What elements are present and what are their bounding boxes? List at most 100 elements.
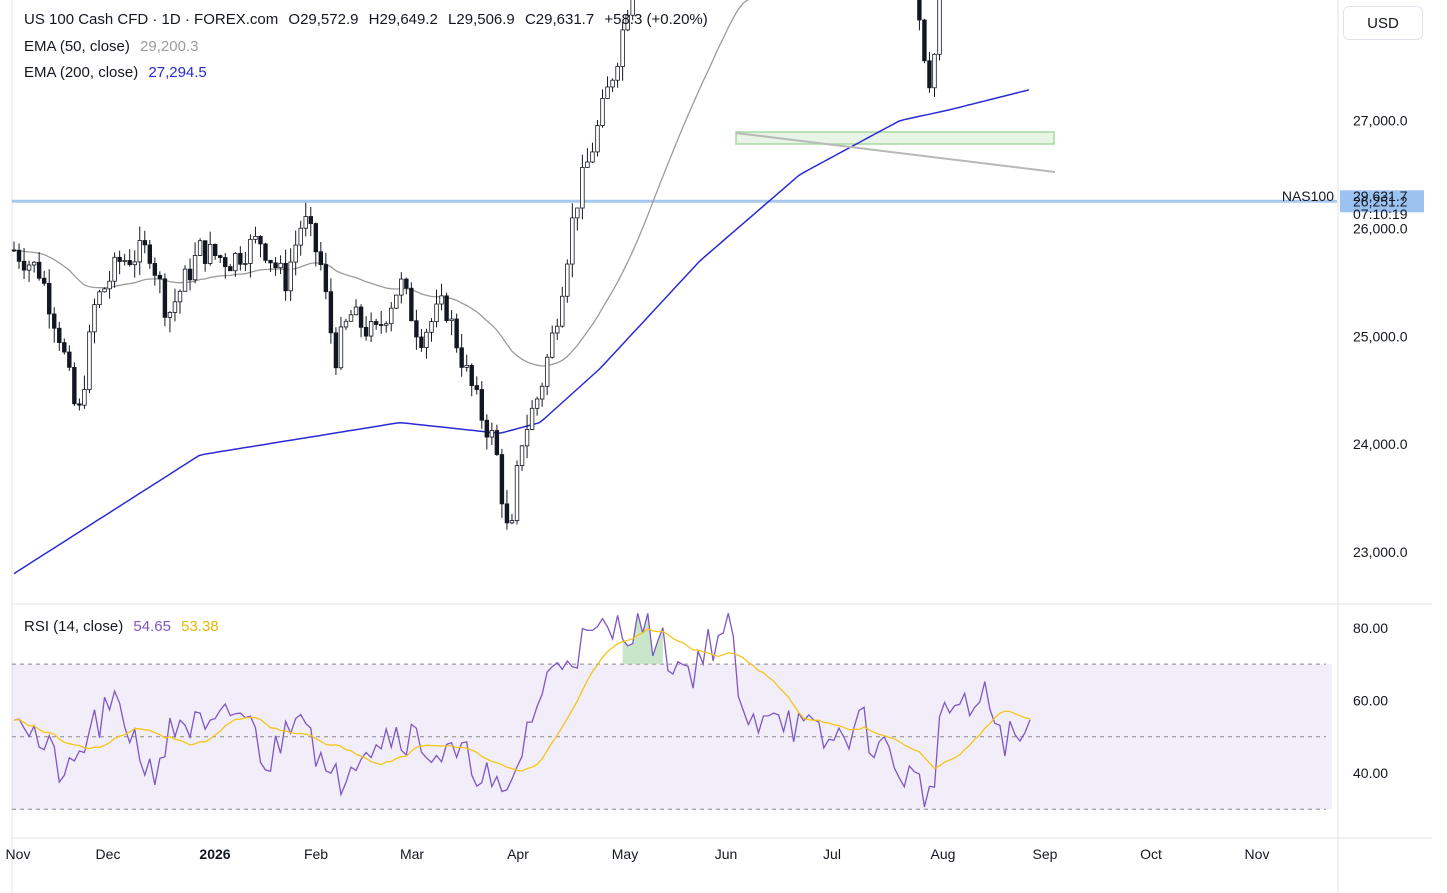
candle-body [303, 216, 308, 229]
ema50-legend[interactable]: EMA (50, close) 29,200.3 [24, 38, 204, 55]
trendline[interactable] [735, 132, 1056, 173]
candle-body [177, 290, 183, 303]
level-tag-label: 26,251.2 [1353, 193, 1408, 209]
ema200-value: 27,294.5 [148, 64, 207, 81]
candle-body [47, 282, 52, 315]
candle-body [338, 326, 344, 369]
candle-body [489, 430, 495, 438]
candle-body [36, 261, 42, 279]
candle-body [479, 389, 484, 421]
candle-body [378, 324, 384, 326]
time-tick-label: Oct [1140, 846, 1162, 862]
candle-body [469, 364, 474, 386]
candle-body [97, 291, 102, 306]
time-tick-label: 2026 [199, 846, 230, 862]
time-tick-label: Sep [1033, 846, 1058, 862]
change-value: +58.3 (+0.20%) [604, 11, 708, 28]
symbol-title[interactable]: US 100 Cash CFD · 1D · FOREX.com [24, 11, 279, 28]
price-axis[interactable]: 23,000.0 24,000.0 25,000.0 26,000.0 27,000.0… [1353, 5, 1408, 560]
rsi-pane [12, 613, 1332, 810]
last-price-label: 29,631.7 [1353, 188, 1408, 204]
price-tick-label: 23,000.0 [1353, 544, 1408, 560]
candle-body [937, 0, 942, 55]
candle-body [92, 304, 97, 333]
time-tick-label: Jul [823, 846, 841, 862]
candle-body [399, 278, 404, 296]
ema50-label: EMA (50, close) [24, 38, 130, 55]
candle-body [202, 240, 208, 264]
candle-body [258, 235, 263, 245]
candle-body [474, 385, 479, 390]
candle-body [328, 291, 334, 334]
candle-body [318, 251, 324, 265]
candles [11, 0, 942, 530]
candle-body [212, 243, 218, 256]
time-tick-label: Mar [400, 846, 424, 862]
candle-body [404, 278, 409, 289]
candle-body [21, 260, 27, 271]
candle-body [207, 243, 213, 264]
candle-body [575, 207, 580, 219]
candle-body [373, 321, 379, 325]
horizontal-levels [12, 199, 1337, 203]
candle-body [52, 313, 57, 329]
currency-button[interactable]: USD [1343, 6, 1423, 40]
candle-body [464, 364, 469, 368]
candle-body [223, 257, 228, 268]
candle-body [595, 125, 600, 153]
candle-body [439, 295, 444, 305]
low-value: L29,506.9 [448, 11, 515, 28]
candle-body [590, 151, 595, 163]
candle-body [394, 294, 399, 309]
candle-body [459, 347, 464, 368]
candle-body [555, 325, 560, 334]
rsi-overbought-fill [622, 613, 663, 665]
candle-body [107, 280, 112, 290]
candle-body [630, 0, 635, 16]
candle-body [72, 366, 77, 405]
candle-body [248, 238, 253, 264]
ema200-legend[interactable]: EMA (200, close) 27,294.5 [24, 64, 213, 81]
candle-body [353, 306, 359, 316]
candle-body [197, 240, 203, 256]
candle-body [288, 261, 293, 292]
descending-trendline [735, 132, 1056, 173]
candle-body [313, 223, 318, 253]
candle-body [524, 428, 530, 447]
candle-body [67, 351, 72, 368]
time-tick-label: Dec [96, 846, 121, 862]
candle-body [414, 320, 419, 338]
price-tick-label: 24,000.0 [1353, 436, 1408, 452]
rsi-tick-label: 60.00 [1353, 692, 1388, 708]
rsi-ma-line [13, 628, 1031, 772]
time-axis[interactable]: Nov Dec 2026 Feb Mar Apr May Jun Jul Aug Sep Oct Nov [6, 846, 1270, 862]
symbol-tag: NAS100 [1282, 188, 1334, 204]
bar-countdown: 07:10:19 [1353, 206, 1408, 222]
candle-body [917, 0, 922, 21]
candle-body [409, 287, 414, 322]
candle-body [283, 262, 288, 292]
candle-body [449, 318, 454, 322]
time-tick-label: Nov [1245, 846, 1270, 862]
ema50-value: 29,200.3 [140, 38, 199, 55]
time-tick-label: Feb [304, 846, 328, 862]
rsi-tick-label: 40.00 [1353, 765, 1388, 781]
candle-body [82, 389, 87, 406]
candle-body [62, 342, 67, 353]
candle-body [323, 264, 329, 293]
candle-body [922, 19, 927, 62]
rsi-legend[interactable]: RSI (14, close) 54.65 53.38 [24, 618, 225, 635]
rsi-ma-value: 53.38 [181, 618, 219, 635]
candle-body [927, 60, 932, 89]
rsi-tick-label: 80.00 [1353, 620, 1388, 636]
candle-body [238, 253, 243, 265]
rsi-value: 54.65 [133, 618, 171, 635]
candle-body [16, 249, 22, 262]
price-tick-label: 26,000.0 [1353, 220, 1408, 236]
candle-body [117, 256, 122, 262]
candle-body [192, 255, 198, 281]
candle-body [112, 256, 117, 282]
time-tick-label: Nov [6, 846, 31, 862]
candle-body [600, 98, 605, 126]
